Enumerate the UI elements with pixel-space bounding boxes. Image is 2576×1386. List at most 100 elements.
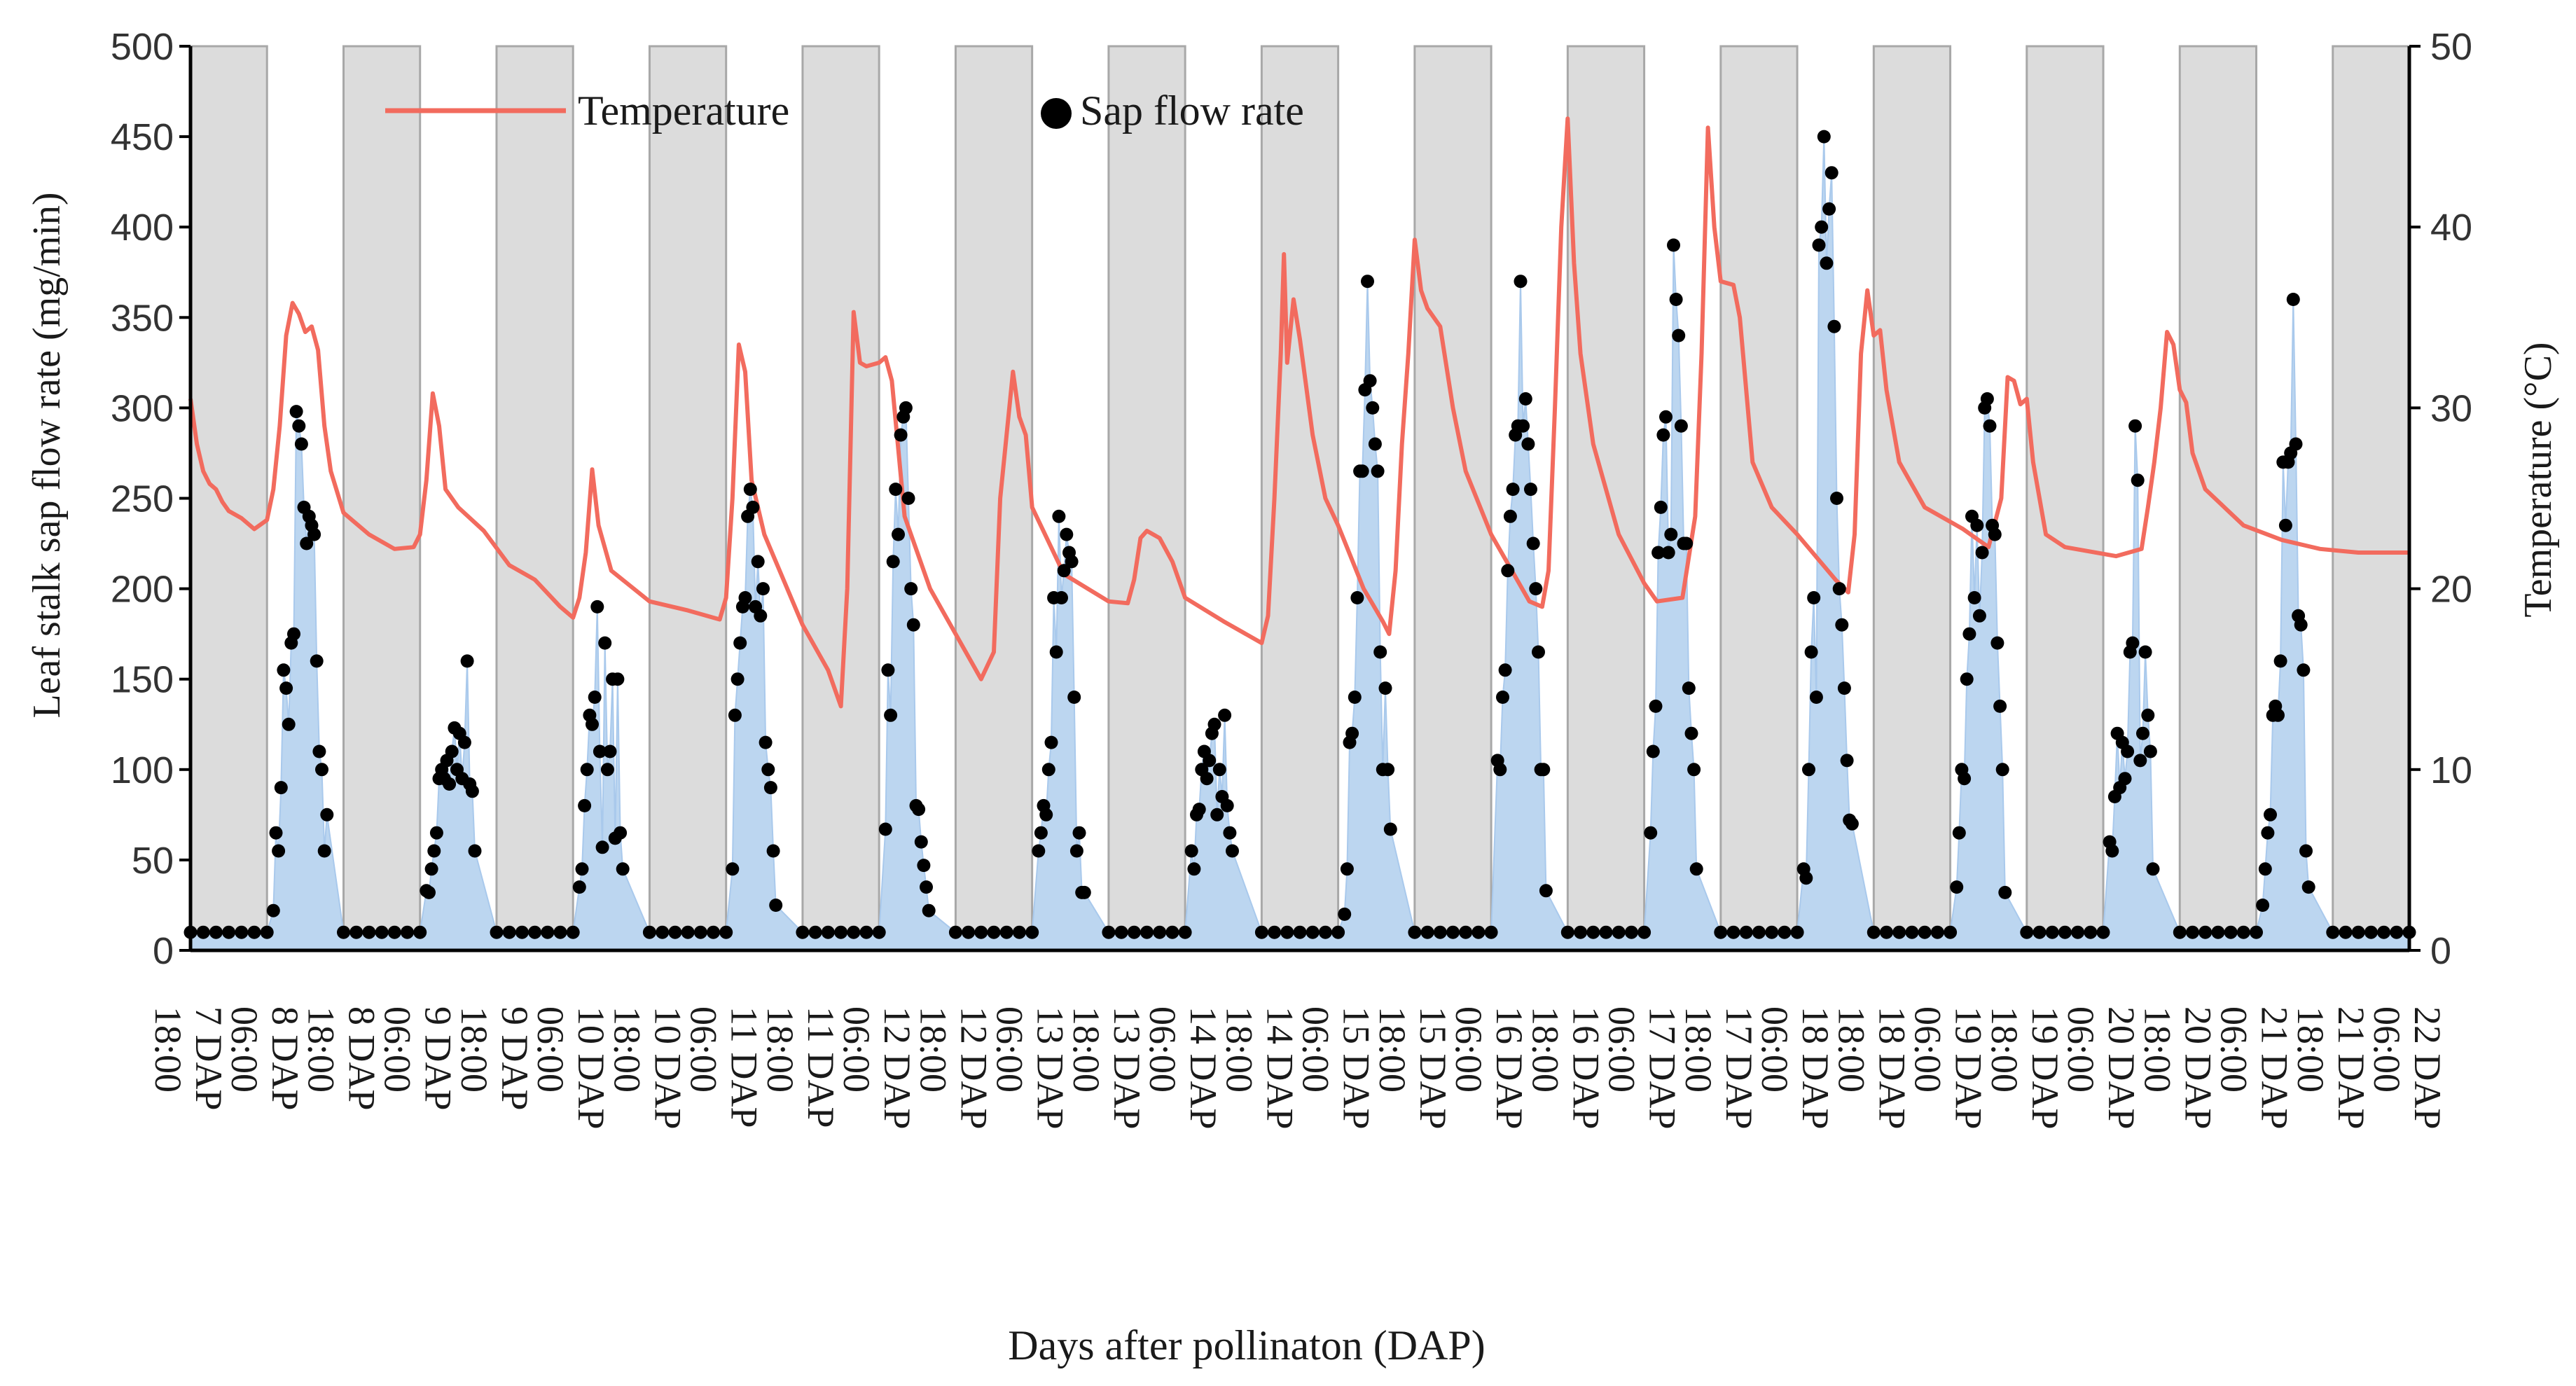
sap-flow-point-282 [1835,618,1849,632]
sap-flow-point-185 [1306,925,1320,939]
sap-flow-point-15 [287,627,300,641]
sap-flow-point-145 [1049,645,1063,659]
svg-text:8 DAP18:00: 8 DAP18:00 [300,1006,383,1111]
sap-flow-point-279 [1827,319,1841,333]
sap-flow-point-245 [1654,500,1668,514]
sap-flow-point-103 [763,781,777,795]
sap-flow-point-281 [1832,582,1846,596]
sap-flow-point-188 [1338,907,1352,921]
sap-flow-point-271 [1807,591,1821,604]
x-tick-label-29: 22 DAP06:00 [2366,1006,2449,1130]
x-tick-label-19: 17 DAP06:00 [1601,1006,1684,1130]
sap-flow-point-261 [1726,925,1740,939]
sap-flow-point-177 [1218,708,1232,722]
sap-flow-point-116 [886,555,900,569]
x-tick-label-7: 11 DAP06:00 [683,1006,766,1128]
sap-flow-point-16 [289,405,303,419]
y-axis-left: 0 50 100 150 200 250 300 350 400 450 500 [111,26,191,972]
sap-flow-point-13 [282,717,296,731]
sap-flow-point-252 [1672,328,1686,342]
sap-flow-point-32 [375,925,389,939]
sap-flow-point-27 [317,844,331,858]
x-tick-label-12: 13 DAP18:00 [1065,1006,1148,1130]
sap-flow-point-1 [196,925,210,939]
sap-flow-point-105 [769,899,783,912]
x-tick-label-2: 8 DAP18:00 [300,1006,383,1111]
sap-flow-point-61 [553,925,567,939]
y-axis-right: 0 10 20 30 40 50 [2409,26,2472,972]
sap-flow-point-230 [1532,645,1545,659]
sap-flow-point-175 [1212,763,1226,777]
x-tick-label-24: 19 DAP18:00 [1983,1006,2066,1130]
x-tick-label-3: 9 DAP06:00 [377,1006,459,1111]
sap-flow-point-208 [1420,925,1434,939]
legend-sap-flow-label: Sap flow rate [1080,88,1304,134]
night-band-2 [495,45,574,952]
sap-flow-point-359 [2289,437,2303,451]
sap-flow-point-301 [1967,591,1981,604]
sap-flow-point-64 [575,862,589,876]
sap-flow-point-112 [872,925,886,939]
sap-flow-point-137 [1025,925,1039,939]
sap-flow-point-367 [2351,925,2365,939]
sap-flow-point-121 [899,401,913,415]
sap-flow-point-302 [1970,518,1984,532]
sap-flow-point-113 [878,822,892,836]
sap-flow-point-288 [1880,925,1893,939]
sap-flow-point-161 [1153,925,1167,939]
sap-flow-point-124 [906,618,920,632]
svg-text:10 DAP06:00: 10 DAP06:00 [529,1006,612,1130]
sap-flow-point-51 [457,735,471,749]
sap-flow-point-82 [656,925,670,939]
x-tick-label-16: 15 DAP18:00 [1371,1006,1454,1130]
sap-flow-point-343 [2224,925,2238,939]
sap-flow-point-310 [1990,636,2004,650]
sap-flow-point-80 [616,862,630,876]
sap-flow-point-294 [1950,880,1964,894]
sap-flow-point-353 [2273,654,2287,668]
sap-flow-point-126 [912,803,926,817]
sap-flow-point-341 [2198,925,2213,939]
sap-flow-point-270 [1804,645,1818,659]
sap-flow-point-336 [2141,708,2155,722]
x-tick-label-23: 19 DAP06:00 [1907,1006,1990,1130]
sap-flow-point-114 [881,663,895,677]
sap-flow-point-338 [2146,862,2160,876]
sap-flow-point-160 [1140,925,1154,939]
sap-flow-point-156 [1077,885,1091,899]
legend-sap-flow-marker [1041,98,1072,129]
y-left-tick-label-6: 300 [111,387,174,429]
sap-flow-point-151 [1065,555,1079,569]
sap-flow-point-110 [847,925,861,939]
sap-flow-point-100 [756,582,770,596]
sap-flow-point-83 [668,925,682,939]
sap-flow-point-2 [209,925,223,939]
sap-flow-point-179 [1223,826,1237,840]
sap-flow-point-363 [2299,844,2313,858]
sap-flow-point-246 [1656,428,1670,442]
sap-flow-point-251 [1669,293,1683,306]
sap-flow-point-87 [719,925,733,939]
sap-flow-point-319 [2084,925,2098,939]
svg-text:13 DAP18:00: 13 DAP18:00 [1065,1006,1148,1130]
sap-flow-point-28 [320,808,334,822]
sap-flow-point-147 [1055,591,1068,604]
sap-flow-point-85 [693,925,707,939]
sap-flow-point-322 [2105,844,2119,858]
sap-flow-point-340 [2186,925,2199,939]
svg-text:15 DAP18:00: 15 DAP18:00 [1371,1006,1454,1130]
svg-text:17 DAP06:00: 17 DAP06:00 [1601,1006,1684,1130]
sap-flow-point-139 [1034,826,1048,840]
sap-flow-point-216 [1496,691,1509,704]
sap-flow-point-331 [2128,419,2142,433]
y-left-tick-label-4: 200 [111,569,174,611]
sap-flow-point-299 [1962,627,1976,641]
sap-flow-point-248 [1661,546,1675,560]
svg-text:12 DAP06:00: 12 DAP06:00 [836,1006,918,1130]
sap-flow-point-345 [2250,925,2263,939]
sap-flow-point-335 [2138,645,2152,659]
sap-flow-point-4 [235,925,249,939]
sap-flow-point-198 [1363,374,1377,388]
sap-flow-point-328 [2121,744,2135,758]
svg-text:20 DAP18:00: 20 DAP18:00 [2136,1006,2219,1130]
